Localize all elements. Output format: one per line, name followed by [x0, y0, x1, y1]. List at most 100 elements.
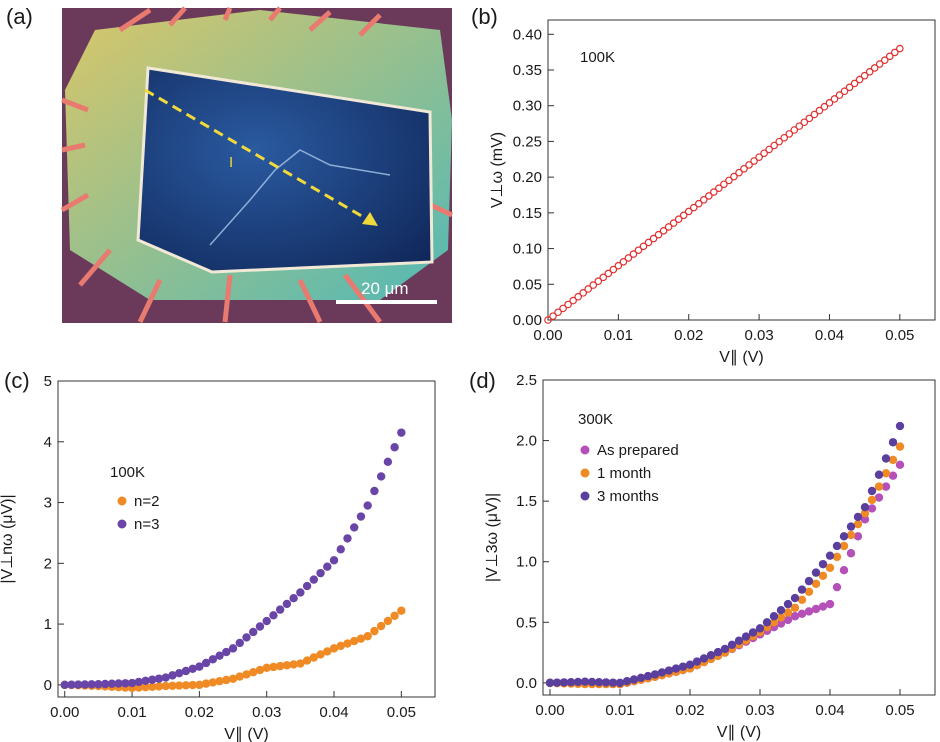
data-point [874, 482, 884, 491]
legend-label: 1 month [597, 465, 651, 482]
data-point [255, 665, 265, 675]
data-point [363, 632, 372, 641]
data-point [785, 130, 794, 138]
legend-label: As prepared [597, 442, 679, 459]
x-tick-label: 0.04 [815, 702, 844, 719]
data-point [745, 161, 753, 169]
data-point [289, 660, 298, 669]
data-point [855, 75, 864, 84]
data-point [760, 149, 768, 158]
data-point [141, 676, 150, 686]
data-point [255, 622, 265, 631]
data-point [262, 663, 271, 673]
data-point [148, 682, 157, 691]
data-point [242, 633, 251, 642]
data-point [853, 519, 863, 529]
data-point [748, 628, 758, 637]
data-point [850, 79, 859, 88]
data-point [615, 678, 625, 688]
y-tick-label: 0.00 [513, 312, 542, 329]
data-point [397, 428, 406, 437]
series-3-months [545, 421, 905, 688]
arrow-head [362, 212, 378, 226]
data-point [564, 300, 572, 309]
data-point [336, 641, 345, 651]
x-tick-label: 0.02 [185, 704, 214, 721]
data-point [594, 277, 603, 286]
temperature-label-b: 100K [580, 49, 615, 66]
data-point [370, 626, 379, 636]
data-point [363, 501, 372, 510]
data-point [624, 254, 633, 262]
data-point [805, 114, 814, 123]
data-point [228, 674, 238, 683]
data-point [818, 559, 828, 569]
data-point [790, 126, 799, 134]
data-point [302, 656, 312, 665]
data-point [825, 99, 834, 107]
scale-bar-label: 20 μm [361, 279, 409, 298]
current-direction-marker: I [229, 154, 233, 171]
data-point [804, 587, 814, 596]
data-point [835, 91, 844, 99]
data-point [830, 95, 839, 103]
data-point [599, 273, 608, 282]
data-point [769, 618, 779, 627]
chart-c: 0.00 0.01 0.02 0.03 0.04 0.05 0 1 2 3 4 5 V∥ (V) |V⊥n… [0, 373, 436, 742]
data-point [839, 541, 849, 551]
data-point [881, 454, 891, 463]
data-point [573, 677, 583, 687]
data-point [309, 575, 319, 584]
data-point [684, 207, 693, 216]
data-point [269, 611, 278, 620]
data-point [121, 679, 130, 688]
data-point [820, 102, 829, 111]
y-tick-label: 0.5 [516, 614, 537, 631]
data-point [839, 532, 849, 541]
data-point [715, 184, 723, 192]
plot-frame [547, 19, 936, 321]
data-point [804, 576, 814, 586]
data-point [141, 682, 150, 692]
data-point [559, 304, 567, 313]
y-tick-label: 5 [44, 373, 52, 390]
x-tick-label: 0.03 [745, 702, 774, 719]
data-point [636, 673, 646, 682]
data-point [323, 647, 332, 656]
data-point [249, 668, 258, 677]
data-point [832, 582, 842, 592]
data-point [242, 670, 251, 679]
y-tick-label: 0.35 [513, 62, 542, 79]
data-point [888, 455, 898, 465]
data-point [127, 678, 137, 688]
legend-marker [580, 491, 590, 501]
data-point [755, 624, 765, 633]
x-tick-label: 0.03 [744, 327, 773, 344]
data-point [874, 493, 884, 502]
data-point [188, 664, 197, 674]
data-point [896, 44, 904, 53]
panel-label-a: (a) [6, 4, 33, 29]
data-point [888, 471, 898, 480]
data-point [580, 677, 590, 686]
data-point [215, 651, 224, 660]
y-tick-label: 0.15 [513, 205, 542, 222]
data-point [544, 316, 552, 324]
data-point [783, 599, 793, 609]
data-point [881, 482, 891, 491]
data-point [888, 438, 898, 447]
data-point [720, 644, 730, 654]
data-point [685, 660, 695, 669]
data-point [853, 532, 863, 541]
data-point [875, 60, 884, 68]
data-point [811, 579, 821, 588]
data-point [649, 234, 658, 243]
data-point [289, 593, 298, 603]
data-point [181, 666, 191, 676]
data-point [860, 71, 869, 80]
data-point [174, 668, 184, 678]
y-tick-label: 0.30 [513, 98, 542, 115]
data-point [619, 258, 628, 266]
data-point [818, 571, 828, 580]
data-point [700, 195, 708, 204]
